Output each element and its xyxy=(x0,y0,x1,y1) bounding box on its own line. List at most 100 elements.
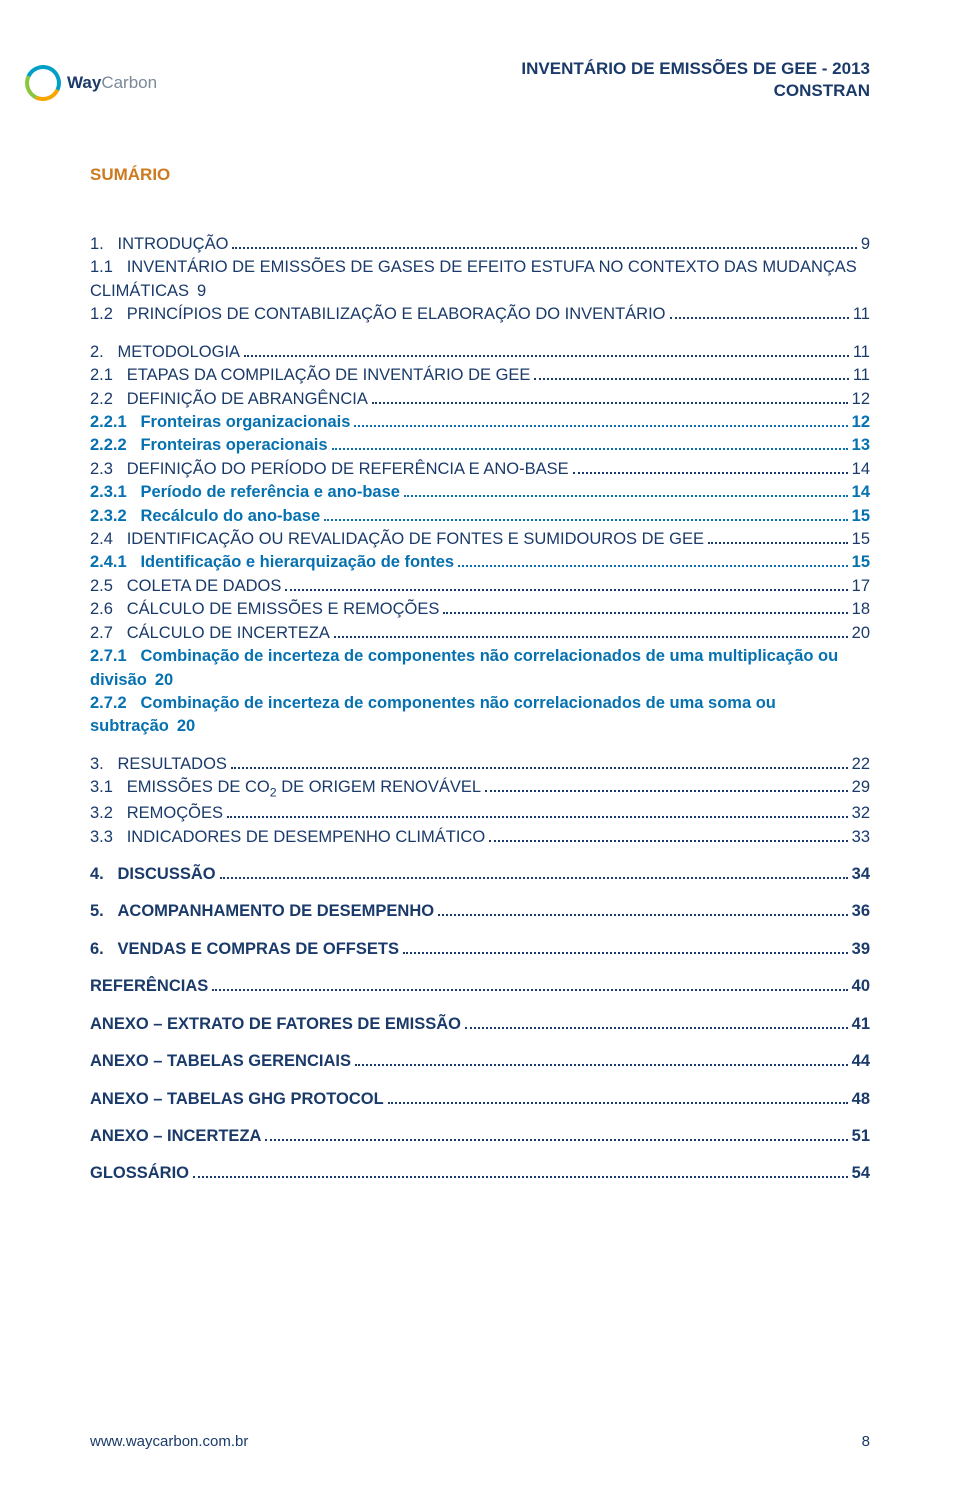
toc-dots xyxy=(232,234,856,249)
toc-page: 36 xyxy=(852,900,870,923)
toc-dots xyxy=(324,506,847,521)
toc-dots xyxy=(403,939,848,954)
toc-row: 2.6 CÁLCULO DE EMISSÕES E REMOÇÕES18 xyxy=(90,598,870,621)
toc-dots xyxy=(334,623,848,638)
toc-row: 2.3.1 Período de referência e ano-base14 xyxy=(90,481,870,504)
toc-row: 3.1 EMISSÕES DE CO2 DE ORIGEM RENOVÁVEL2… xyxy=(90,776,870,802)
toc-page: 33 xyxy=(852,826,870,849)
toc-dots xyxy=(573,459,848,474)
toc-page: 14 xyxy=(852,458,870,481)
toc-dots xyxy=(285,576,847,591)
toc-label: EMISSÕES DE CO2 DE ORIGEM RENOVÁVEL xyxy=(127,776,481,802)
toc-page: 22 xyxy=(852,753,870,776)
logo-icon xyxy=(25,65,61,101)
toc-group: ANEXO – TABELAS GERENCIAIS44 xyxy=(90,1050,870,1073)
toc-page: 40 xyxy=(852,975,870,998)
toc-label: REFERÊNCIAS xyxy=(90,975,208,998)
page-footer: www.waycarbon.com.br 8 xyxy=(90,1433,870,1450)
toc-row: REFERÊNCIAS 40 xyxy=(90,975,870,998)
toc-num: 3. xyxy=(90,753,118,776)
doc-header: INVENTÁRIO DE EMISSÕES DE GEE - 2013 CON… xyxy=(521,58,870,102)
toc-row: ANEXO – INCERTEZA51 xyxy=(90,1125,870,1148)
toc-num: 2.4.1 xyxy=(90,551,140,574)
toc-page: 9 xyxy=(197,282,206,300)
toc-row: 2.7.1 Combinação de incerteza de compone… xyxy=(90,645,870,692)
toc-row: 3.3 INDICADORES DE DESEMPENHO CLIMÁTICO3… xyxy=(90,826,870,849)
toc-dots xyxy=(458,553,848,568)
toc-num: 2.2.2 xyxy=(90,434,140,457)
toc-group: 1. INTRODUÇÃO91.1 INVENTÁRIO DE EMISSÕES… xyxy=(90,233,870,327)
toc-page: 12 xyxy=(852,388,870,411)
toc-group: GLOSSÁRIO54 xyxy=(90,1162,870,1185)
toc-page: 13 xyxy=(852,434,870,457)
toc-num: 2.3 xyxy=(90,458,127,481)
toc-dots xyxy=(534,365,848,380)
toc-label: ETAPAS DA COMPILAÇÃO DE INVENTÁRIO DE GE… xyxy=(127,364,531,387)
toc-row: 2.4 IDENTIFICAÇÃO OU REVALIDAÇÃO DE FONT… xyxy=(90,528,870,551)
toc-group: ANEXO – INCERTEZA51 xyxy=(90,1125,870,1148)
toc-row: ANEXO – TABELAS GHG PROTOCOL48 xyxy=(90,1088,870,1111)
toc-dots xyxy=(489,827,847,842)
toc-label: INTRODUÇÃO xyxy=(118,233,229,256)
toc-dots xyxy=(404,482,848,497)
toc-num: 3.3 xyxy=(90,826,127,849)
toc-dots xyxy=(465,1014,848,1029)
toc-page: 15 xyxy=(852,505,870,528)
toc-label: Combinação de incerteza de componentes n… xyxy=(90,647,838,688)
toc-label: PRINCÍPIOS DE CONTABILIZAÇÃO E ELABORAÇÃ… xyxy=(127,303,666,326)
toc-dots xyxy=(388,1089,848,1104)
toc-num: 3.2 xyxy=(90,802,127,825)
toc-row: 1.2 PRINCÍPIOS DE CONTABILIZAÇÃO E ELABO… xyxy=(90,303,870,326)
toc-group: 6. VENDAS E COMPRAS DE OFFSETS39 xyxy=(90,938,870,961)
toc-dots xyxy=(265,1126,847,1141)
sumario-heading: SUMÁRIO xyxy=(90,165,870,185)
logo-text-carbon: Carbon xyxy=(101,73,157,92)
toc-row: 2.7 CÁLCULO DE INCERTEZA20 xyxy=(90,622,870,645)
toc-page: 20 xyxy=(177,717,195,735)
toc-page: 9 xyxy=(861,233,870,256)
toc-num: 2.3.1 xyxy=(90,481,140,504)
toc-row: 5. ACOMPANHAMENTO DE DESEMPENHO36 xyxy=(90,900,870,923)
toc-dots xyxy=(212,976,847,991)
footer-url: www.waycarbon.com.br xyxy=(90,1433,248,1450)
toc-row: 2.1 ETAPAS DA COMPILAÇÃO DE INVENTÁRIO D… xyxy=(90,364,870,387)
toc-label: Fronteiras organizacionais xyxy=(140,411,350,434)
toc-dots xyxy=(193,1164,848,1179)
toc-page: 41 xyxy=(852,1013,870,1036)
toc-num: 2.5 xyxy=(90,575,127,598)
toc-label: GLOSSÁRIO xyxy=(90,1162,189,1185)
toc-group: ANEXO – TABELAS GHG PROTOCOL48 xyxy=(90,1088,870,1111)
toc-num: 2.7.2 xyxy=(90,694,140,712)
doc-header-line2: CONSTRAN xyxy=(521,80,870,102)
toc-num: 2.6 xyxy=(90,598,127,621)
toc-num: 2.4 xyxy=(90,528,127,551)
toc-page: 44 xyxy=(852,1050,870,1073)
toc-row: 2.3.2 Recálculo do ano-base15 xyxy=(90,505,870,528)
toc-dots xyxy=(231,754,848,769)
toc-dots xyxy=(708,529,848,544)
toc-label: DEFINIÇÃO DO PERÍODO DE REFERÊNCIA E ANO… xyxy=(127,458,569,481)
toc-label: REMOÇÕES xyxy=(127,802,223,825)
toc-label: COLETA DE DADOS xyxy=(127,575,282,598)
toc-page: 15 xyxy=(852,551,870,574)
toc-label: Identificação e hierarquização de fontes xyxy=(140,551,454,574)
toc-num: 4. xyxy=(90,863,118,886)
toc-dots xyxy=(220,864,848,879)
toc-label: CÁLCULO DE INCERTEZA xyxy=(127,622,330,645)
toc-label-subscript: 2 xyxy=(270,786,277,800)
toc-num: 1. xyxy=(90,233,118,256)
toc-num: 3.1 xyxy=(90,776,127,799)
toc-dots xyxy=(227,803,848,818)
toc-dots xyxy=(438,902,848,917)
toc-group: REFERÊNCIAS 40 xyxy=(90,975,870,998)
toc-num: 2.2 xyxy=(90,388,127,411)
toc-num: 2.7.1 xyxy=(90,647,140,665)
toc-row: 4. DISCUSSÃO34 xyxy=(90,863,870,886)
logo-text: WayCarbon xyxy=(67,73,157,93)
toc-num: 1.2 xyxy=(90,303,127,326)
toc-label: ANEXO – INCERTEZA xyxy=(90,1125,261,1148)
toc-num: 5. xyxy=(90,900,118,923)
toc-dots xyxy=(354,412,847,427)
toc-page: 11 xyxy=(853,303,870,326)
toc-label: ANEXO – TABELAS GHG PROTOCOL xyxy=(90,1088,384,1111)
